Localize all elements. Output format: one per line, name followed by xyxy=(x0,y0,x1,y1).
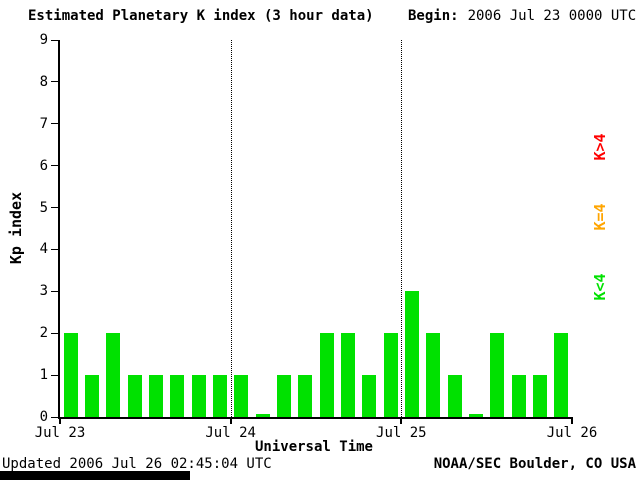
x-axis-title: Universal Time xyxy=(254,439,373,455)
kp-bar xyxy=(63,333,78,417)
kp-bar xyxy=(447,375,462,417)
y-tick xyxy=(51,374,60,376)
kp-bar xyxy=(85,375,99,417)
begin-timestamp: Begin: 2006 Jul 23 0000 UTC xyxy=(408,8,636,24)
y-tick-label: 0 xyxy=(39,409,48,425)
kp-bar xyxy=(319,333,334,417)
kp-bar xyxy=(213,375,227,417)
y-tick-label: 9 xyxy=(39,32,48,48)
y-tick-label: 4 xyxy=(39,241,48,258)
y-tick xyxy=(51,332,60,334)
kp-bar xyxy=(149,375,163,417)
day-boundary-gridline xyxy=(230,40,232,417)
y-tick xyxy=(51,81,60,83)
y-tick xyxy=(51,290,60,292)
y-tick-label: 1 xyxy=(39,367,48,384)
legend-k-gt4: K>4 xyxy=(591,133,609,161)
y-tick-label: 8 xyxy=(39,73,48,90)
updated-timestamp: Updated 2006 Jul 26 02:45:04 UTC xyxy=(2,456,272,472)
x-tick-label: Jul 25 xyxy=(376,425,427,441)
y-tick-label: 5 xyxy=(39,199,48,216)
chart-title: Estimated Planetary K index (3 hour data… xyxy=(28,8,374,24)
y-tick xyxy=(51,248,60,250)
y-tick xyxy=(51,207,60,209)
y-tick-label: 7 xyxy=(39,115,48,132)
kp-bar xyxy=(277,375,291,417)
kp-bar xyxy=(405,291,419,417)
kp-bar xyxy=(469,414,483,417)
kp-bar xyxy=(426,333,441,417)
y-tick xyxy=(51,416,60,418)
x-tick xyxy=(59,417,61,424)
kp-bar xyxy=(533,375,547,417)
kp-bar xyxy=(554,333,569,417)
kp-bar xyxy=(106,333,121,417)
legend-k-lt4: K<4 xyxy=(591,273,609,301)
y-tick xyxy=(51,165,60,167)
begin-label: Begin: xyxy=(408,8,459,24)
credit-text: NOAA/SEC Boulder, CO USA xyxy=(433,456,636,472)
kp-bar xyxy=(490,333,505,417)
bottom-black-strip xyxy=(0,471,190,480)
kp-bar xyxy=(298,375,313,417)
kp-bar xyxy=(362,375,377,417)
kp-bar xyxy=(341,333,355,417)
kp-bar xyxy=(170,375,185,417)
x-tick xyxy=(571,417,573,424)
kp-bar xyxy=(255,414,270,417)
y-tick xyxy=(51,39,60,41)
legend-k-eq4: K=4 xyxy=(591,203,609,231)
day-boundary-gridline xyxy=(401,40,403,417)
x-tick xyxy=(400,417,403,424)
x-tick xyxy=(229,417,232,424)
kp-bar xyxy=(383,333,398,417)
kp-bar xyxy=(127,375,142,417)
kp-bar xyxy=(191,375,206,417)
kp-bar xyxy=(511,375,526,417)
x-tick-label: Jul 23 xyxy=(34,425,86,441)
y-tick-label: 3 xyxy=(39,283,48,300)
y-tick-label: 6 xyxy=(39,157,48,174)
x-tick-label: Jul 24 xyxy=(205,425,256,441)
y-tick xyxy=(51,123,60,125)
begin-value: 2006 Jul 23 0000 UTC xyxy=(467,8,637,24)
x-tick-label: Jul 26 xyxy=(546,425,598,441)
y-tick-label: 2 xyxy=(39,325,48,342)
kp-bar xyxy=(234,375,249,417)
plot-area: 0 1 2 3 4 5 6 7 8 9 Jul 23 Jul 24 Jul 25 Jul 26 xyxy=(35,33,598,441)
